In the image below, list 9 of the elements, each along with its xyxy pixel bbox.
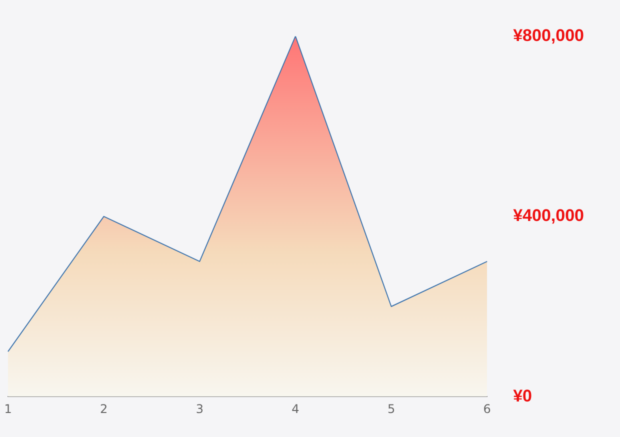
x-tick-label: 2 bbox=[100, 402, 108, 416]
y-tick-label: ¥0 bbox=[513, 386, 532, 406]
y-tick-label: ¥800,000 bbox=[513, 26, 584, 45]
y-tick-label: ¥400,000 bbox=[513, 206, 584, 226]
x-tick-label: 6 bbox=[483, 402, 491, 416]
x-tick-label: 4 bbox=[292, 402, 300, 416]
x-tick-label: 3 bbox=[196, 402, 204, 416]
x-tick-label: 5 bbox=[387, 402, 396, 416]
x-tick-label: 1 bbox=[4, 402, 12, 416]
